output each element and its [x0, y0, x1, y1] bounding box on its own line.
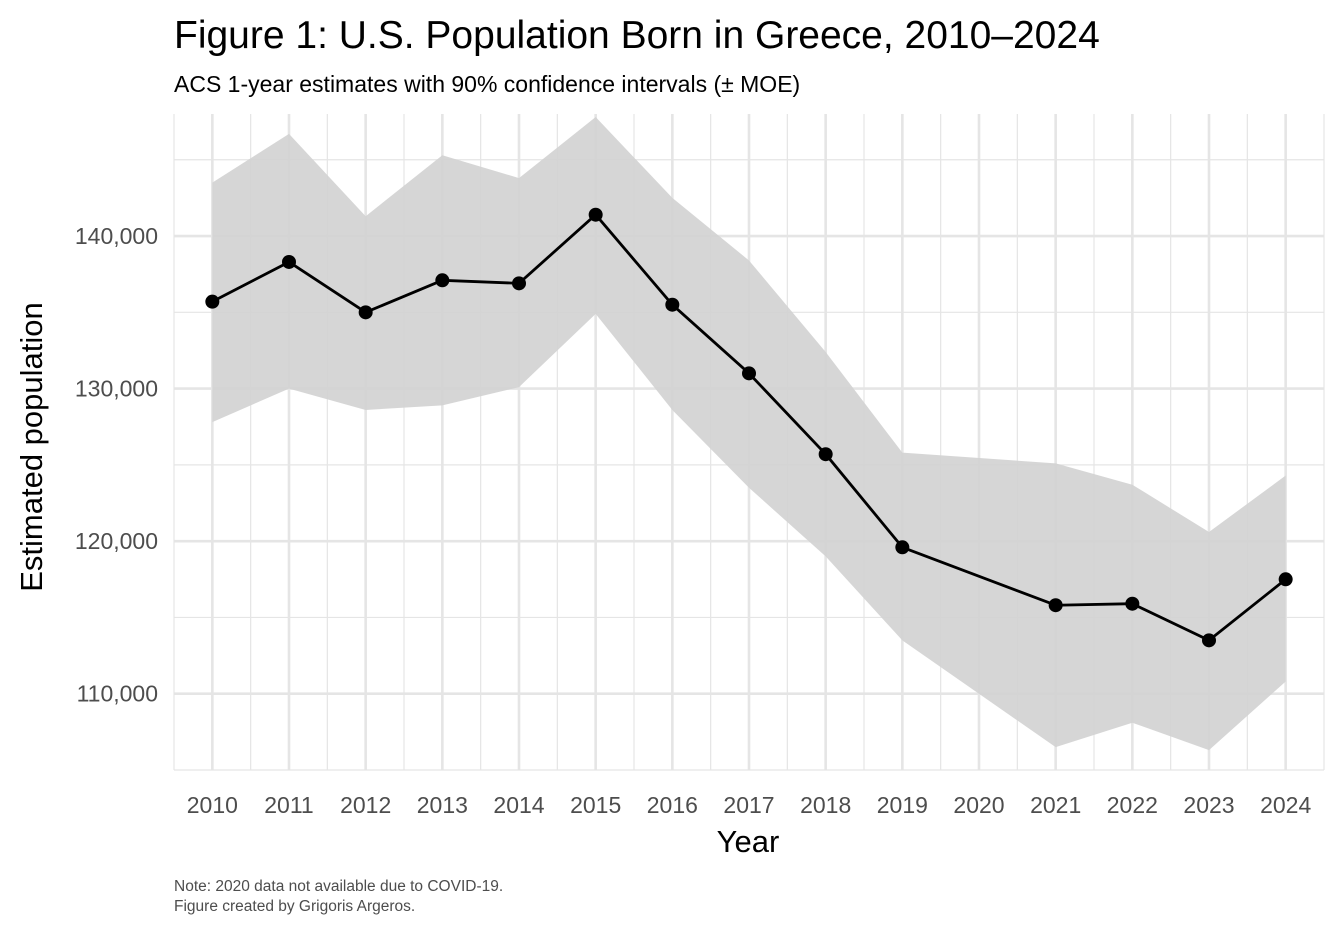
y-tick-label: 140,000: [75, 223, 158, 249]
caption-note: Note: 2020 data not available due to COV…: [174, 878, 503, 895]
x-tick-label: 2019: [877, 792, 928, 818]
data-point-2017: [742, 366, 756, 381]
x-tick-label: 2022: [1107, 792, 1158, 818]
x-tick-label: 2015: [570, 792, 621, 818]
caption-credit: Figure created by Grigoris Argeros.: [174, 898, 415, 915]
x-tick-label: 2013: [417, 792, 468, 818]
data-point-2014: [512, 276, 526, 291]
estimate-line: [211, 213, 1287, 642]
x-tick-label: 2011: [264, 792, 313, 818]
estimate-line-layer: [211, 213, 1287, 642]
x-tick-label: 2020: [953, 792, 1004, 818]
data-point-2021: [1048, 598, 1063, 613]
data-point-2016: [665, 297, 680, 312]
data-point-2023: [1202, 633, 1216, 648]
y-tick-label: 110,000: [77, 681, 158, 707]
data-point-2022: [1125, 596, 1140, 611]
x-tick-label: 2018: [800, 792, 851, 818]
x-axis-title: Year: [717, 824, 780, 859]
x-tick-label: 2024: [1260, 792, 1311, 818]
data-point-2019: [895, 540, 910, 555]
data-point-2011: [282, 254, 296, 269]
chart-title: Figure 1: U.S. Population Born in Greece…: [174, 14, 1100, 57]
y-axis-title: Estimated population: [14, 302, 49, 592]
y-tick-label: 130,000: [75, 376, 158, 402]
data-point-2010: [205, 294, 220, 309]
y-axis-tick-labels: 110,000 120,000 130,000 140,000: [75, 223, 158, 707]
x-tick-label: 2012: [340, 792, 391, 818]
data-point-2024: [1278, 572, 1293, 587]
x-axis-tick-labels: 2010 2011 2012 2013 2014 2015 2016 2017 2018 2019…: [187, 792, 1312, 818]
data-point-2015: [588, 207, 603, 222]
x-tick-label: 2017: [723, 792, 774, 818]
x-tick-label: 2010: [187, 792, 238, 818]
data-point-2013: [435, 273, 450, 288]
y-tick-label: 120,000: [75, 528, 158, 554]
x-tick-label: 2014: [493, 792, 544, 818]
x-tick-label: 2021: [1030, 792, 1081, 818]
estimate-points-layer: [205, 207, 1293, 648]
data-point-2012: [358, 305, 373, 320]
x-tick-label: 2016: [647, 792, 698, 818]
x-tick-label: 2023: [1183, 792, 1234, 818]
chart-subtitle: ACS 1-year estimates with 90% confidence…: [174, 71, 800, 97]
data-point-2018: [818, 447, 833, 462]
